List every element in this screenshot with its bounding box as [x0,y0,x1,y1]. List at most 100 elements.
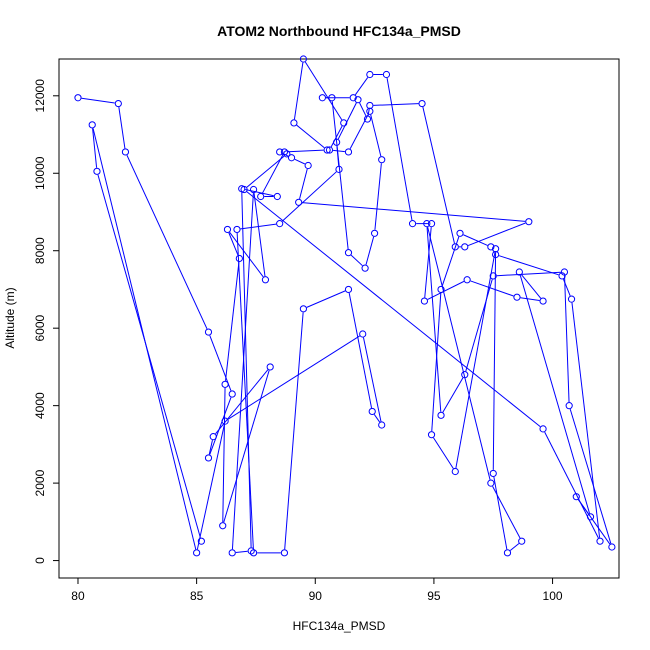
data-point [437,411,445,419]
series-segment [246,191,541,428]
data-point [456,229,464,237]
data-point [451,467,459,476]
series-segment [281,171,337,222]
series-segment [359,102,367,117]
series-segment [498,255,559,276]
y-axis: 0 2000 4000 6000 8000 10000 12000 [33,79,59,564]
series-segment [433,437,454,469]
data-point [492,250,500,259]
data-point [525,218,533,226]
data-point [335,165,343,173]
series-segment [241,192,252,548]
series-segment [245,189,274,197]
series-segment [365,236,375,265]
data-point [368,407,376,416]
series-segment [304,61,343,121]
series-segment [209,335,232,391]
data-point [223,225,232,234]
data-point [93,167,101,175]
series-segment [253,193,266,277]
data-point [221,380,229,388]
series-segment [350,254,363,267]
data-point [328,94,336,102]
series-segment [520,297,540,302]
series-segment [373,414,381,423]
data-point [420,297,429,305]
data-point [513,293,521,301]
data-point [437,285,445,294]
series-segment [509,543,520,551]
data-point [323,146,331,154]
data-point [451,243,459,251]
series-layer [74,55,616,557]
data-point [361,264,369,272]
series-segment [521,274,542,299]
data-point [219,522,227,530]
data-point [572,493,580,501]
data-point [539,425,547,433]
data-point [487,243,495,251]
series-segment [261,154,284,194]
series-segment [296,124,325,149]
data-point [261,276,270,284]
y-tick-label: 4000 [33,392,47,419]
series-segment [223,370,270,523]
data-point [408,220,417,228]
y-tick-label: 6000 [33,315,47,342]
series-segment [287,149,324,153]
series-segment [92,128,98,168]
series-segment [426,227,442,412]
data-point [290,119,298,127]
y-tick-label: 12000 [33,79,47,113]
data-point [257,192,265,201]
series-segment [571,302,601,538]
series-segment [333,149,345,153]
data-point [596,537,604,545]
series-segment [293,62,304,120]
data-point [503,549,512,557]
series-segment [562,279,571,296]
data-point [273,192,281,201]
series-segment [336,145,340,166]
data-point [233,225,241,234]
series-segment [330,125,343,148]
series-segment [235,550,248,553]
series-segment [337,102,357,140]
series-segment [431,293,442,432]
data-point [489,272,497,280]
data-point [349,94,357,102]
plot-frame [58,58,620,579]
y-tick-label: 10000 [33,156,47,190]
series-segment [362,337,382,422]
data-point [266,363,274,371]
data-point [325,146,334,154]
series-segment [97,174,201,538]
series-segment [386,77,413,221]
series-segment [492,252,497,470]
series-segment [126,155,208,329]
data-point [363,115,372,123]
chart-title: ATOM2 Northbound HFC134a_PMSD [217,23,461,39]
data-point [74,94,82,102]
data-point [463,276,471,284]
data-point [378,156,386,164]
data-point [418,99,426,108]
series-segment [225,261,240,381]
data-point [280,148,289,156]
series-segment [465,279,493,372]
data-point [228,549,236,557]
series-segment [354,77,369,96]
series-segment [467,222,526,246]
x-tick-label: 100 [543,589,563,603]
series-segment [493,476,508,550]
series-segment [229,231,264,278]
data-point [221,417,229,425]
series-segment [349,114,369,150]
data-point [299,305,308,313]
data-point [423,220,431,228]
y-axis-label: Altitude (m) [3,287,17,348]
data-point [88,121,96,129]
data-point [304,161,312,170]
series-segment [370,114,382,157]
data-point [461,371,469,379]
